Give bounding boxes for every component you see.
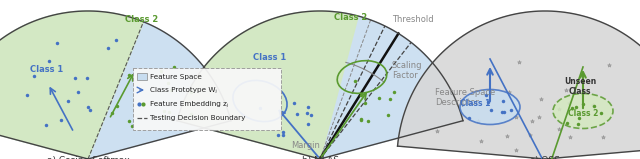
Text: a) Cosine Softmax: a) Cosine Softmax bbox=[47, 156, 129, 159]
Polygon shape bbox=[397, 11, 640, 159]
Polygon shape bbox=[0, 11, 143, 159]
Polygon shape bbox=[177, 11, 463, 159]
Polygon shape bbox=[0, 11, 231, 159]
Ellipse shape bbox=[553, 93, 613, 128]
Text: Class 1: Class 1 bbox=[253, 53, 286, 62]
Text: Class 1: Class 1 bbox=[460, 99, 490, 108]
Text: Class 2: Class 2 bbox=[334, 13, 367, 22]
Text: Testing Decision Boundary: Testing Decision Boundary bbox=[150, 115, 245, 121]
FancyBboxPatch shape bbox=[133, 68, 281, 130]
Text: Scaling
Factor: Scaling Factor bbox=[392, 61, 422, 80]
Ellipse shape bbox=[460, 90, 520, 124]
Text: Threshold: Threshold bbox=[392, 15, 434, 24]
Text: Feature Embedding zⱼ: Feature Embedding zⱼ bbox=[150, 101, 228, 107]
Text: Class 1: Class 1 bbox=[30, 65, 63, 74]
Polygon shape bbox=[177, 11, 358, 159]
Text: Class 2: Class 2 bbox=[568, 109, 598, 118]
Text: Class 2: Class 2 bbox=[125, 15, 158, 24]
Text: Feature Space
Descriptor: Feature Space Descriptor bbox=[435, 88, 495, 107]
Text: b) MLAS: b) MLAS bbox=[301, 156, 339, 159]
Text: Unseen
Class: Unseen Class bbox=[564, 77, 596, 96]
Text: Feature Space: Feature Space bbox=[150, 73, 202, 80]
Text: Margin: Margin bbox=[292, 141, 321, 150]
Text: Class Prototype Wⱼ: Class Prototype Wⱼ bbox=[150, 87, 217, 93]
Text: c) OSS: c) OSS bbox=[530, 156, 560, 159]
Bar bbox=[137, 73, 147, 80]
